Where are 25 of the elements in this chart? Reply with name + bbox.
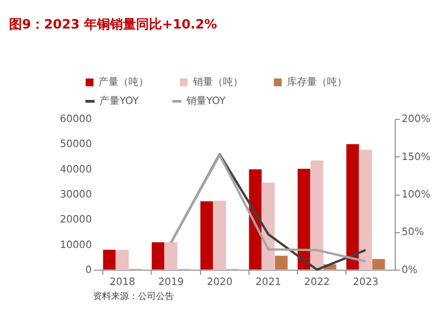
y-tick-label: 0 xyxy=(85,264,92,276)
y-tick-label: 20000 xyxy=(60,214,92,226)
x-tick-label: 2018 xyxy=(110,276,136,288)
y2-tick-label: 200% xyxy=(402,114,430,126)
text: 资料来源：公司公告 xyxy=(93,290,174,302)
x-tick-label: 2020 xyxy=(206,276,232,288)
x-tick-label: 2022 xyxy=(304,276,330,288)
y2-tick-label: 50% xyxy=(402,227,424,238)
y-tick-label: 40000 xyxy=(60,164,92,176)
y-tick-label: 60000 xyxy=(60,114,92,126)
x-tick-label: 2019 xyxy=(158,276,184,288)
chart-title: 图9：2023 年铜销量同比+10.2% xyxy=(9,17,218,32)
legend-label: 库存量（吨） xyxy=(286,76,347,88)
legend-label: 销量YOY xyxy=(185,96,226,108)
legend-label: 产量YOY xyxy=(100,95,140,108)
legend-label: 销量（吨） xyxy=(192,76,243,88)
y2-tick-label: 0% xyxy=(402,264,418,276)
legend-label: 产量（吨） xyxy=(98,76,149,88)
y2-tick-label: 150% xyxy=(402,152,430,163)
y-tick-label: 10000 xyxy=(60,240,92,251)
x-tick-label: 2023 xyxy=(352,276,378,288)
y-tick-label: 50000 xyxy=(60,139,92,150)
y2-tick-label: 100% xyxy=(402,190,430,201)
y-tick-label: 30000 xyxy=(60,190,92,201)
x-tick-label: 2021 xyxy=(256,276,282,288)
